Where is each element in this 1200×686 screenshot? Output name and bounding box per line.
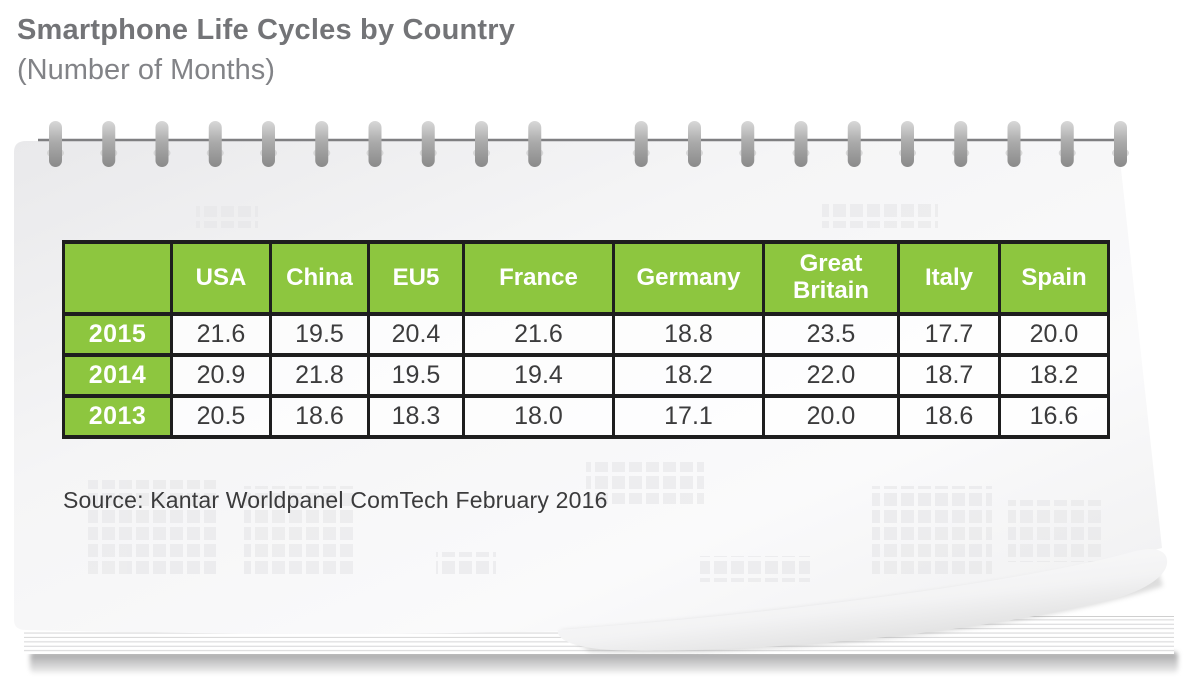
watermark-squares	[88, 204, 1104, 582]
value-cell: 18.3	[367, 394, 465, 439]
table-row-2014: 2014 20.9 21.8 19.5 19.4 18.2 22.0 18.7 …	[62, 353, 1110, 398]
value-cell: 18.6	[269, 394, 370, 439]
value-cell: 23.5	[762, 312, 900, 357]
value-cell: 19.4	[462, 353, 615, 398]
value-cell: 21.6	[170, 312, 272, 357]
page-title: Smartphone Life Cycles by Country	[17, 14, 516, 46]
heading-block: Smartphone Life Cycles by Country (Numbe…	[17, 10, 515, 90]
value-cell: 20.0	[762, 394, 900, 439]
value-cell: 21.8	[269, 353, 370, 398]
value-cell: 18.0	[462, 394, 615, 439]
value-cell: 17.7	[897, 312, 1001, 357]
column-header-italy: Italy	[897, 240, 1001, 316]
value-cell: 21.6	[462, 312, 615, 357]
value-cell: 19.5	[269, 312, 370, 357]
value-cell: 18.2	[612, 353, 765, 398]
value-cell: 20.5	[170, 394, 272, 439]
value-cell: 18.2	[998, 353, 1110, 398]
header-row: USA China EU5 France Germany Great Brita…	[62, 240, 1110, 316]
value-cell: 20.0	[998, 312, 1110, 357]
page-subtitle: (Number of Months)	[17, 54, 275, 87]
column-header-spain: Spain	[998, 240, 1110, 316]
life-cycle-table: USA China EU5 France Germany Great Brita…	[62, 240, 1110, 439]
year-cell: 2015	[62, 312, 173, 357]
table-row-2013: 2013 20.5 18.6 18.3 18.0 17.1 20.0 18.6 …	[62, 394, 1110, 439]
value-cell: 22.0	[762, 353, 900, 398]
corner-cell	[62, 240, 173, 316]
table-row-2015: 2015 21.6 19.5 20.4 21.6 18.8 23.5 17.7 …	[62, 312, 1110, 357]
column-header-france: France	[462, 240, 615, 316]
value-cell: 20.4	[367, 312, 465, 357]
spiral-binding-rings	[47, 121, 1129, 167]
value-cell: 18.6	[897, 394, 1001, 439]
column-header-germany: Germany	[612, 240, 765, 316]
column-header-great-britain: Great Britain	[762, 240, 900, 316]
column-header-china: China	[269, 240, 370, 316]
value-cell: 18.7	[897, 353, 1001, 398]
column-header-usa: USA	[170, 240, 272, 316]
value-cell: 16.6	[998, 394, 1110, 439]
column-header-eu5: EU5	[367, 240, 465, 316]
year-cell: 2013	[62, 394, 173, 439]
value-cell: 19.5	[367, 353, 465, 398]
year-cell: 2014	[62, 353, 173, 398]
source-caption: Source: Kantar Worldpanel ComTech Februa…	[63, 487, 608, 513]
page-curl	[557, 549, 1168, 653]
value-cell: 20.9	[170, 353, 272, 398]
value-cell: 17.1	[612, 394, 765, 439]
value-cell: 18.8	[612, 312, 765, 357]
notepad-base-shadow	[30, 652, 1178, 673]
